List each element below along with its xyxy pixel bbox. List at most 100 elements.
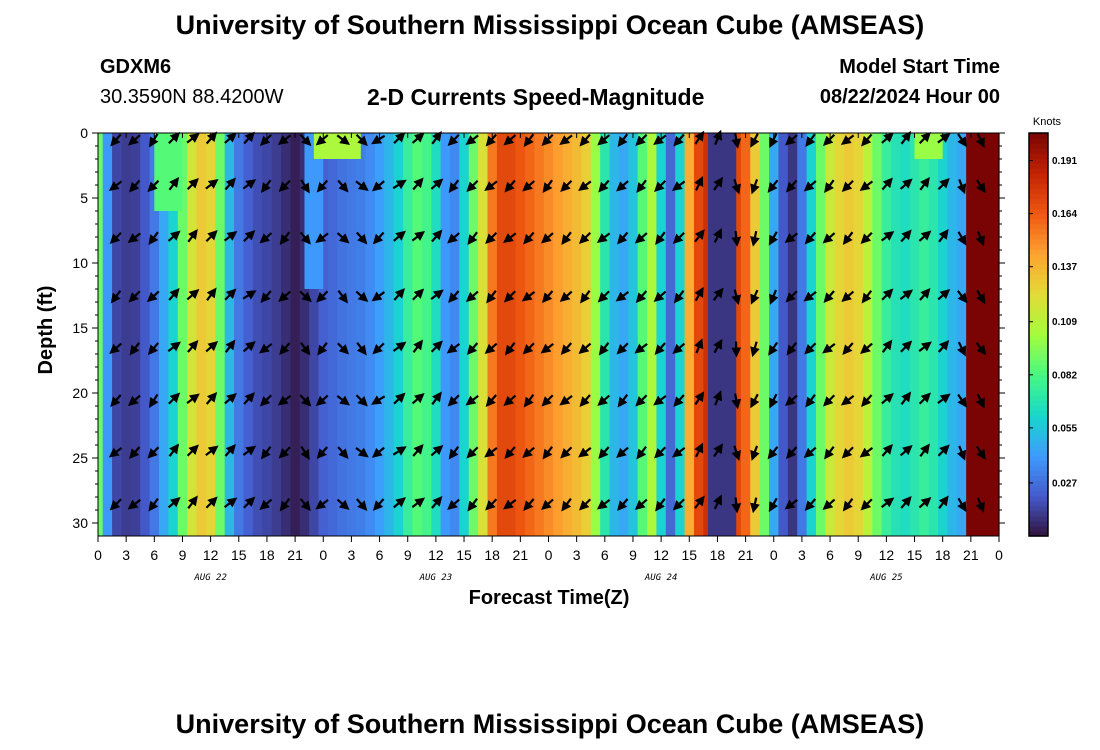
colorbar-segment xyxy=(1029,334,1048,341)
current-vector-arrow xyxy=(635,394,648,407)
heatmap-cell xyxy=(534,133,545,536)
heatmap-cell xyxy=(496,133,507,536)
current-vector-arrow xyxy=(900,391,912,405)
current-vector-arrow xyxy=(804,342,817,355)
heatmap-cell xyxy=(787,133,798,536)
current-vector-arrow xyxy=(504,446,516,460)
heatmap-cell xyxy=(121,133,132,536)
current-vector-arrow xyxy=(205,340,219,353)
current-vector-arrow xyxy=(804,498,817,512)
current-vector-arrow xyxy=(299,133,312,147)
heatmap-cell xyxy=(862,133,873,536)
current-vector-arrow xyxy=(504,342,516,356)
current-vector-arrow xyxy=(186,288,200,301)
current-vector-arrow xyxy=(560,179,573,193)
current-vector-arrow xyxy=(431,495,443,509)
current-vector-arrow xyxy=(223,497,238,508)
current-vector-arrow xyxy=(430,289,444,300)
current-vector-arrow xyxy=(127,499,141,510)
current-vector-arrow xyxy=(655,231,666,245)
current-vector-arrow xyxy=(299,231,311,245)
current-vector-arrow xyxy=(393,392,406,405)
current-vector-arrow xyxy=(110,290,122,304)
y-axis-label: Depth (ft) xyxy=(35,286,57,375)
current-vector-arrow xyxy=(578,498,592,511)
heatmap-cell xyxy=(825,133,836,536)
station-id: GDXM6 xyxy=(100,56,172,78)
colorbar-segment xyxy=(1029,173,1048,179)
current-vector-arrow xyxy=(636,179,647,193)
current-vector-arrow xyxy=(975,342,987,356)
current-vector-arrow xyxy=(634,498,648,511)
current-vector-arrow xyxy=(448,446,460,460)
colorbar-segment xyxy=(1029,223,1048,230)
current-vector-arrow xyxy=(542,179,553,193)
current-vector-arrow xyxy=(484,447,498,458)
current-vector-arrow xyxy=(355,180,369,191)
current-vector-arrow xyxy=(337,342,350,355)
current-vector-arrow xyxy=(371,446,385,458)
current-vector-arrow xyxy=(598,342,610,356)
heatmap-patch xyxy=(708,133,737,536)
current-vector-arrow xyxy=(694,130,705,145)
heatmap-cell xyxy=(956,133,967,536)
colorbar-segment xyxy=(1029,269,1048,275)
current-vector-arrow xyxy=(260,290,272,304)
current-vector-arrow xyxy=(900,229,912,243)
x-tick-label: 15 xyxy=(456,547,472,563)
x-axis-label: Forecast Time(Z) xyxy=(469,587,630,609)
current-vector-arrow xyxy=(148,231,159,246)
x-tick-label: 21 xyxy=(513,547,529,563)
heatmap-cell xyxy=(177,133,188,536)
current-vector-arrow xyxy=(768,497,779,513)
heatmap-cell xyxy=(675,133,686,536)
current-vector-arrow xyxy=(918,131,931,145)
x-tick-label: 0 xyxy=(995,547,1003,563)
heatmap-cell xyxy=(571,133,582,536)
current-vector-arrow xyxy=(317,342,328,356)
current-vector-arrow xyxy=(168,177,180,191)
current-vector-arrow xyxy=(393,497,406,509)
colorbar-segment xyxy=(1029,389,1048,396)
heatmap-cell xyxy=(937,133,948,536)
x-tick-label: 12 xyxy=(203,547,219,563)
current-vector-arrow xyxy=(937,393,951,404)
heatmap-cell xyxy=(834,133,845,536)
x-tick-label: 12 xyxy=(653,547,669,563)
current-vector-arrow xyxy=(337,290,349,304)
current-vector-arrow xyxy=(713,443,724,458)
heatmap-cell xyxy=(130,133,141,536)
current-vector-arrow xyxy=(579,394,591,408)
current-vector-arrow xyxy=(484,180,498,191)
current-vector-arrow xyxy=(372,498,385,511)
current-vector-arrow xyxy=(355,447,369,458)
current-vector-arrow xyxy=(842,231,854,245)
current-vector-arrow xyxy=(147,342,160,356)
heatmap-cell xyxy=(853,133,864,536)
heatmap-cell xyxy=(947,133,958,536)
heatmap-cell xyxy=(684,133,695,536)
current-vector-arrow xyxy=(881,288,894,301)
heatmap-cell xyxy=(525,133,536,536)
current-vector-arrow xyxy=(861,394,873,408)
current-vector-arrow xyxy=(411,392,425,405)
current-vector-arrow xyxy=(842,342,854,356)
current-vector-arrow xyxy=(616,446,629,459)
current-vector-arrow xyxy=(465,290,479,303)
current-vector-arrow xyxy=(578,180,592,191)
current-vector-arrow xyxy=(671,180,686,191)
current-vector-arrow xyxy=(861,290,873,304)
heatmap-cell xyxy=(252,133,263,536)
current-vector-arrow xyxy=(431,229,443,243)
current-vector-arrow xyxy=(355,394,368,407)
heatmap-cell xyxy=(872,133,883,536)
colorbar: Knots 0.191 0.164 0.137 0.109 0.082 0.055 0.02… xyxy=(1028,116,1077,537)
colorbar-segment xyxy=(1029,485,1048,492)
current-vector-arrow xyxy=(465,134,479,145)
heatmap-cell xyxy=(440,133,451,536)
current-vector-arrow xyxy=(694,495,705,509)
current-vector-arrow xyxy=(598,179,610,193)
current-vector-arrow xyxy=(412,339,424,353)
y-tick-label: 30 xyxy=(72,515,88,531)
current-vector-arrow xyxy=(372,342,385,355)
